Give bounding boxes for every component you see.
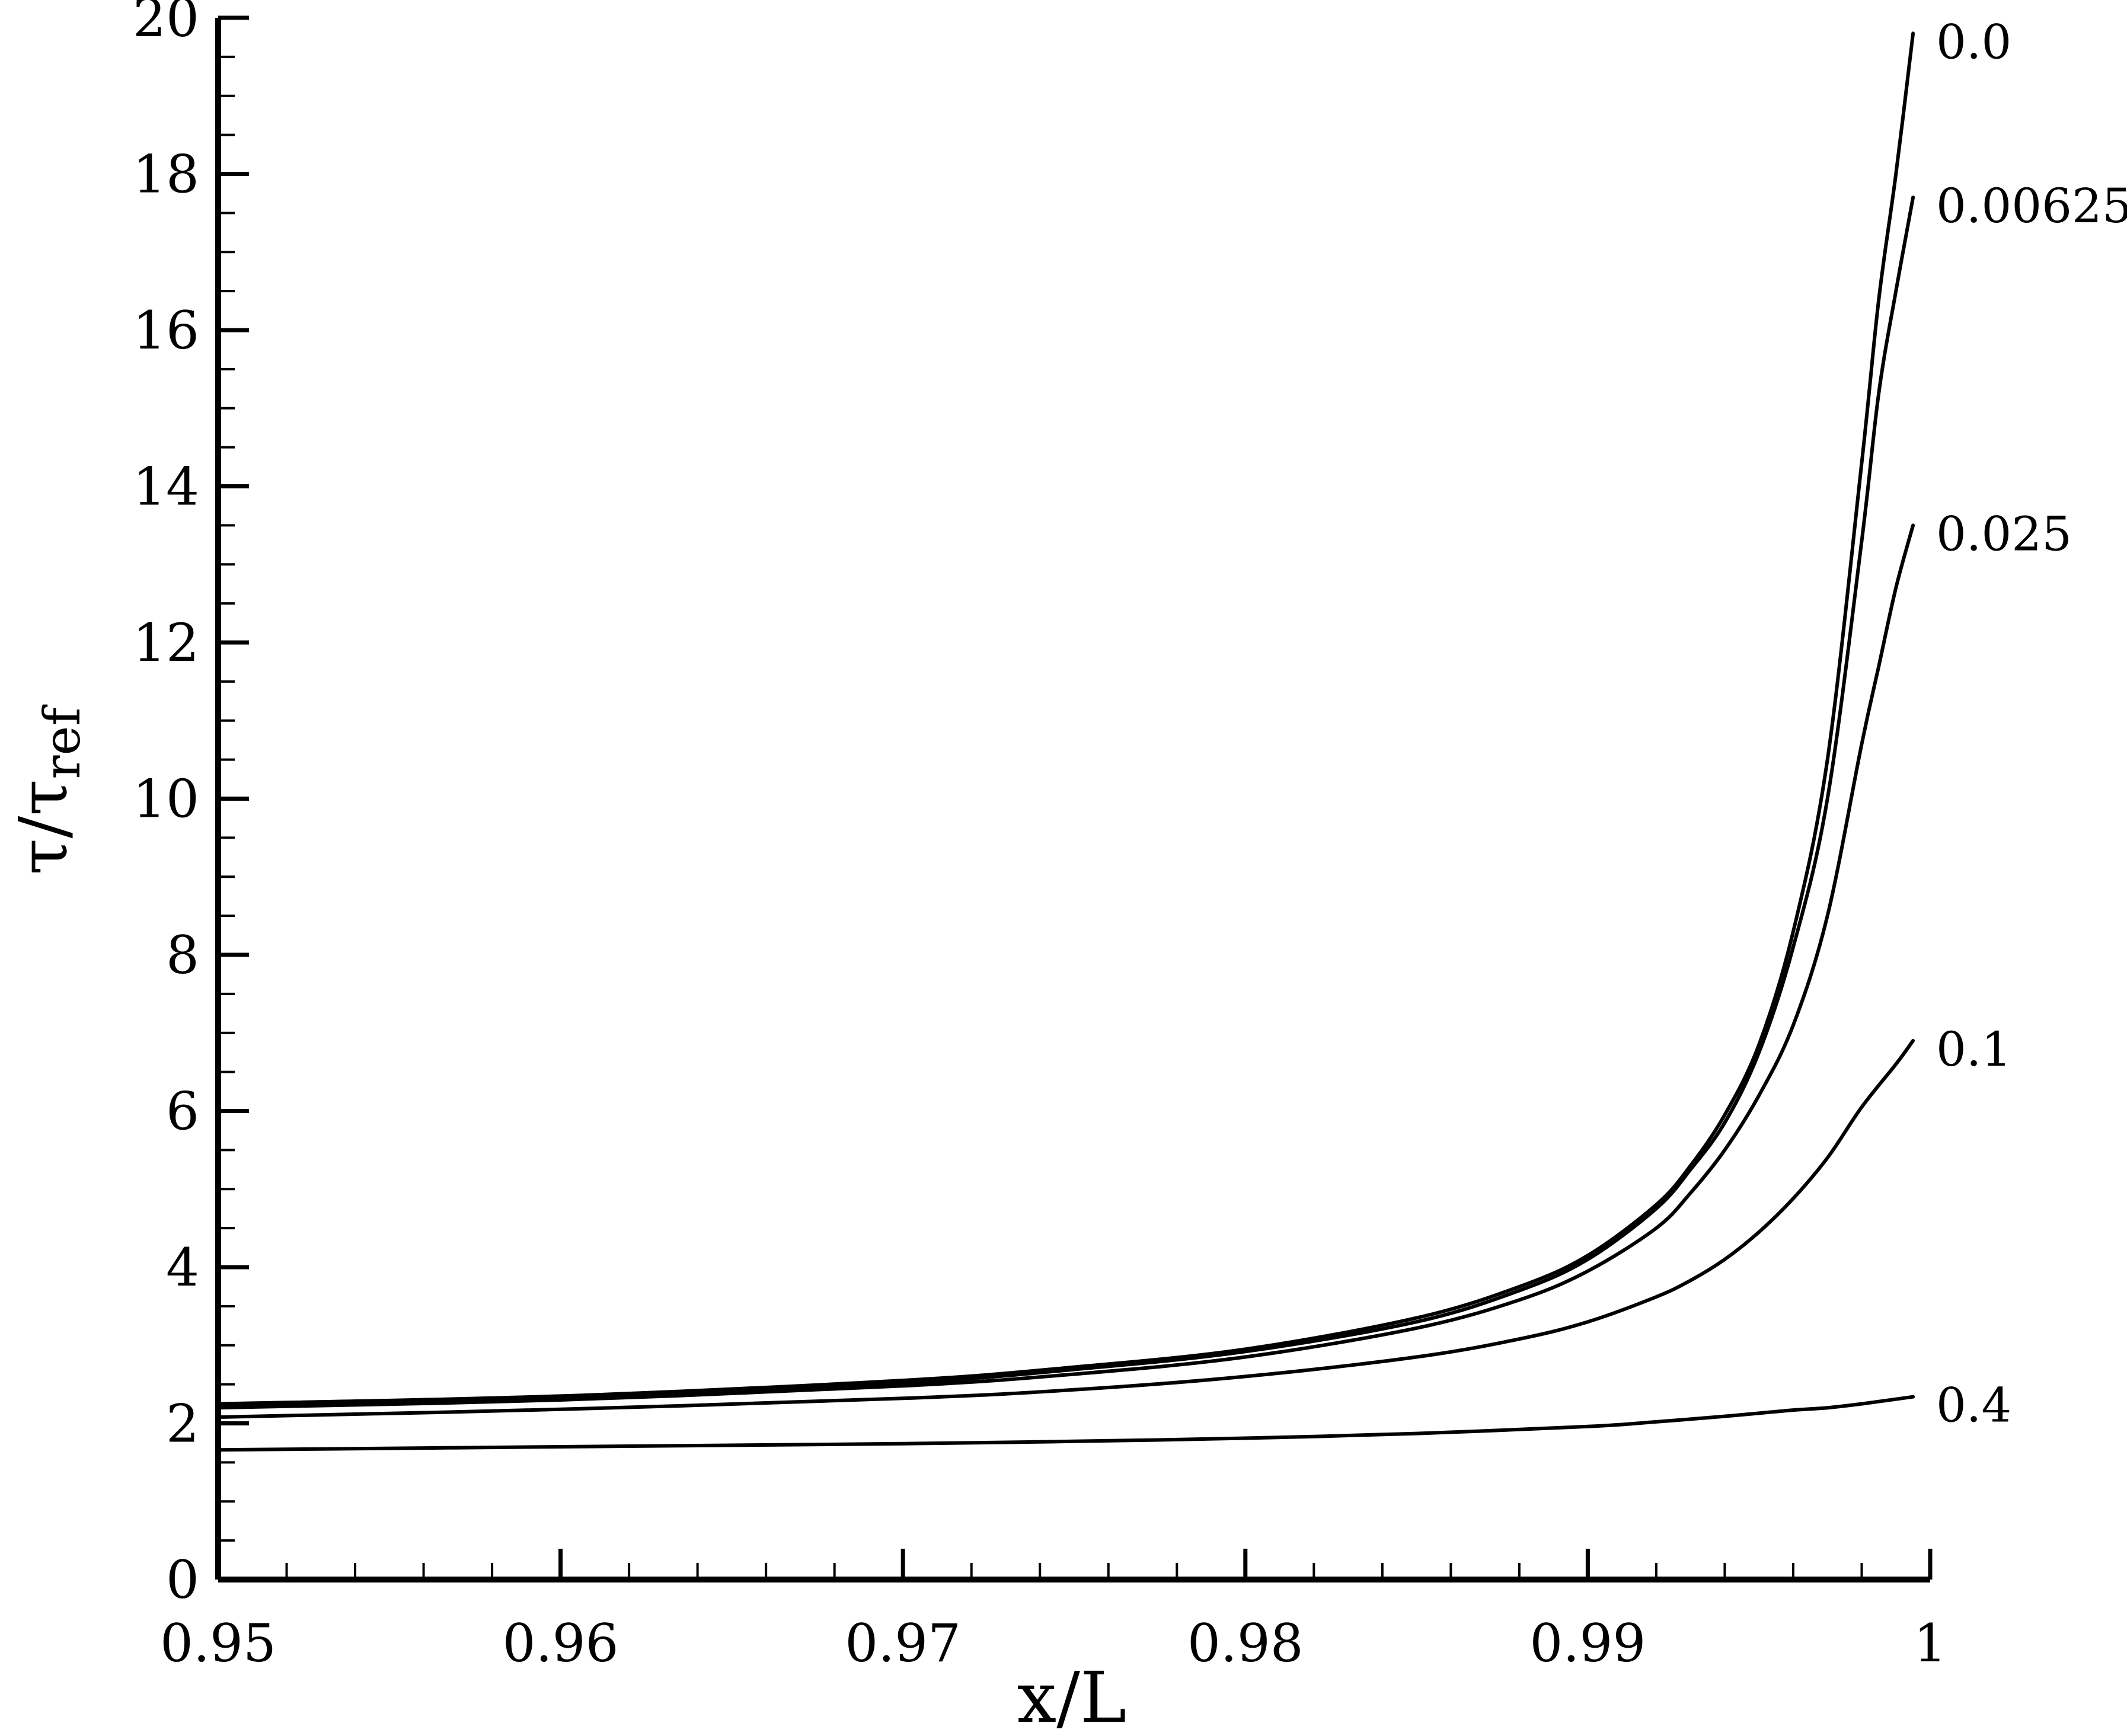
series-line-2 xyxy=(216,523,1915,1410)
series-line-0 xyxy=(216,31,1915,1406)
y-axis-title-base: τ/τ xyxy=(5,779,82,875)
series-label-1: 0.00625 xyxy=(1936,178,2127,234)
y-tick-label: 0 xyxy=(166,1549,199,1610)
x-tick-label: 0.99 xyxy=(1529,1613,1646,1674)
y-tick-label: 12 xyxy=(133,612,199,673)
series-label-2: 0.025 xyxy=(1936,506,2072,561)
series-line-4 xyxy=(216,1395,1915,1452)
y-axis-title: τ/τref xyxy=(5,704,91,875)
y-tick-label: 2 xyxy=(166,1393,199,1454)
x-tick-label: 0.98 xyxy=(1187,1613,1304,1674)
series-label-3: 0.1 xyxy=(1936,1022,2011,1077)
y-tick-label: 14 xyxy=(133,456,199,517)
x-tick-label: 0.95 xyxy=(160,1613,276,1674)
x-tick-label: 1 xyxy=(1914,1613,1947,1674)
y-tick-label: 6 xyxy=(166,1081,199,1142)
y-tick-label: 16 xyxy=(133,300,199,361)
series-group xyxy=(216,31,1915,1452)
series-labels: 0.0 0.00625 0.025 0.1 0.4 xyxy=(1936,14,2127,1433)
x-tick-label: 0.97 xyxy=(845,1613,961,1674)
y-tick-label: 8 xyxy=(166,925,199,986)
y-tick-label: 20 xyxy=(133,0,199,49)
y-tick-label: 18 xyxy=(133,144,199,205)
series-line-3 xyxy=(216,1038,1915,1419)
x-axis-title: x/L xyxy=(1017,1657,1127,1736)
y-axis-title-subscript: ref xyxy=(33,704,91,779)
series-label-0: 0.0 xyxy=(1936,14,2011,69)
y-tick-label: 10 xyxy=(133,769,199,830)
axes: 0 2 4 6 8 10 12 14 16 18 20 0.95 0.96 0.97 0.98 0.99 1 xyxy=(133,0,1947,1674)
x-tick-label: 0.96 xyxy=(503,1613,619,1674)
series-line-1 xyxy=(216,196,1915,1408)
series-label-4: 0.4 xyxy=(1936,1378,2011,1433)
y-tick-label: 4 xyxy=(166,1237,199,1298)
